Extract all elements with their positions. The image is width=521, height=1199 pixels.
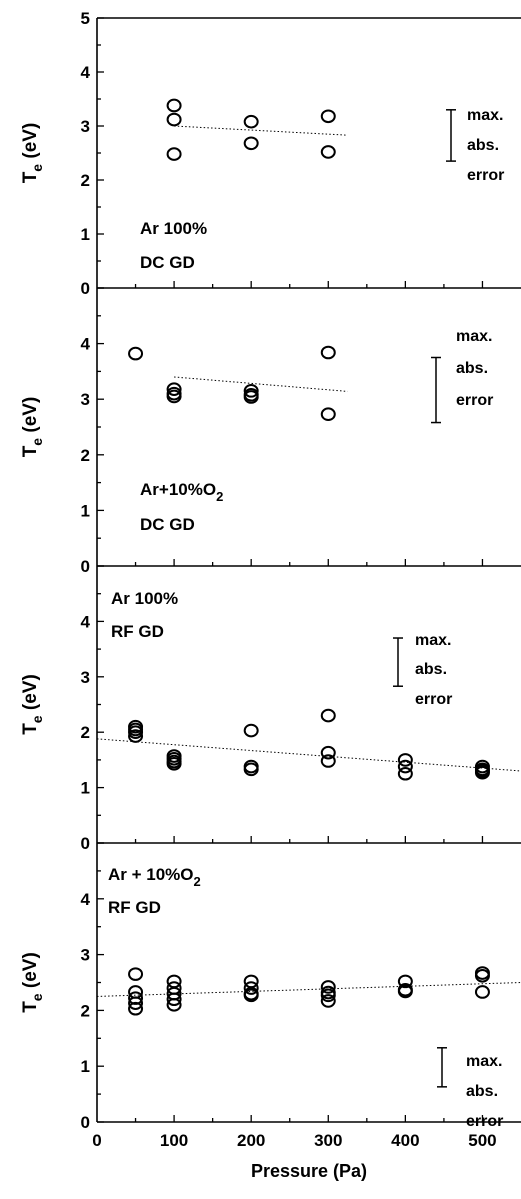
panel-3-error-bar-label: abs. (415, 661, 447, 678)
panel-4-data-point (397, 984, 413, 999)
panel-4-xtick-label: 100 (160, 1131, 188, 1150)
panel-1-panel-label: Ar 100% (140, 219, 207, 238)
panel-2-data-point (166, 389, 182, 404)
panel-4-data-point (243, 988, 259, 1003)
panel-1-ytick-label: 2 (81, 171, 90, 190)
panel-3-ytick-label: 4 (81, 612, 91, 631)
panel-1-y-axis-label: Te (eV) (20, 123, 45, 184)
panel-3-data-point (243, 723, 259, 738)
panel-2-data-point (243, 384, 259, 398)
panel-1-error-bar-label: max. (467, 107, 503, 124)
panel-4-panel-label-source: RF GD (108, 898, 161, 917)
panel-1-error-bar-label: abs. (467, 137, 499, 154)
panel-3-data-point (474, 765, 490, 780)
panel-3-ytick-label: 2 (81, 723, 90, 742)
panel-4-error-bar-label: error (466, 1113, 503, 1130)
panel-4-xtick-label: 0 (92, 1131, 101, 1150)
panel-4-data-point (397, 974, 413, 989)
panel-4-data-point (128, 996, 144, 1010)
panel-4-fit-line (96, 982, 521, 997)
panel-2-panel-label: Ar+10%O2 (140, 480, 223, 504)
panel-3-error-bar-label: max. (415, 632, 451, 649)
panel-3-error-bar-label: error (415, 691, 452, 708)
panel-4-data-point (128, 967, 144, 981)
panel-3-data-point (397, 753, 413, 767)
panel-2-error-bar-label: error (456, 392, 493, 409)
panel-4-ytick-label: 0 (81, 1113, 90, 1132)
panel-1-ytick-label: 5 (81, 9, 90, 28)
panel-2-ytick-label: 0 (81, 557, 90, 576)
panel-3-ytick-label: 1 (81, 779, 90, 798)
panel-4-xtick-label: 200 (237, 1131, 265, 1150)
panel-4-ytick-label: 4 (81, 890, 91, 909)
panel-4-data-point (128, 1001, 144, 1016)
panel-2-data-point (243, 390, 259, 404)
panel-4-data-point (320, 980, 336, 994)
panel-2-data-point (128, 346, 144, 361)
panel-2-panel-label-source: DC GD (140, 515, 195, 534)
panel-4-x-axis-label: Pressure (Pa) (251, 1161, 367, 1181)
panel-4-error-bar-label: max. (466, 1053, 502, 1070)
panel-3-y-axis-label: Te (eV) (20, 674, 45, 735)
panel-4-y-axis-label: Te (eV) (20, 952, 45, 1013)
panel-3-data-point (128, 729, 144, 743)
panel-2-data-point (320, 345, 336, 360)
panel-4-xtick-label: 400 (391, 1131, 419, 1150)
panel-3-data-point (320, 708, 336, 723)
panel-1-data-point (320, 109, 336, 124)
panel-2-error-bar-label: max. (456, 328, 492, 345)
panel-3-data-point (397, 766, 413, 781)
panel-3-fit-line (96, 738, 521, 772)
panel-3-panel-label-source: RF GD (111, 622, 164, 641)
panel-4-panel-label: Ar + 10%O2 (108, 865, 201, 889)
panel-3-ytick-label: 0 (81, 834, 90, 853)
panel-3-ytick-label: 3 (81, 668, 90, 687)
panel-4-ytick-label: 3 (81, 946, 90, 965)
panel-2-ytick-label: 4 (81, 335, 91, 354)
panel-2-ytick-label: 1 (81, 501, 90, 520)
panel-2-data-point (320, 407, 336, 422)
panel-4-xtick-label: 300 (314, 1131, 342, 1150)
panel-3-data-point (320, 754, 336, 768)
panel-2-y-axis-label: Te (eV) (20, 397, 45, 458)
panel-1-error-bar-label: error (467, 167, 504, 184)
panel-1-data-point (243, 136, 259, 151)
panel-4-data-point (166, 998, 182, 1012)
panel-4-ytick-label: 1 (81, 1057, 90, 1076)
panel-1-ytick-label: 1 (81, 225, 90, 244)
panel-2-ytick-label: 3 (81, 390, 90, 409)
panel-1-data-point (320, 145, 336, 159)
panel-2-fit-line (174, 376, 348, 392)
panel-4-data-point (243, 981, 259, 995)
panel-4-data-point (320, 988, 336, 1003)
panel-3-data-point (166, 756, 182, 771)
panel-4-data-point (320, 994, 336, 1008)
panel-3-data-point (243, 762, 259, 777)
panel-4-xtick-label: 500 (468, 1131, 496, 1150)
panel-4-data-point (474, 969, 490, 983)
panel-1-ytick-label: 4 (81, 63, 91, 82)
panel-1-ytick-label: 0 (81, 279, 90, 298)
panel-2-error-bar-label: abs. (456, 360, 488, 377)
panel-3-panel-label: Ar 100% (111, 589, 178, 608)
panel-4-data-point (474, 985, 490, 999)
panel-1-data-point (243, 114, 259, 129)
panel-4-error-bar-label: abs. (466, 1083, 498, 1100)
panel-1-fit-line (174, 125, 348, 136)
panel-3-data-point (397, 759, 413, 774)
panel-1-data-point (166, 147, 182, 161)
panel-1-panel-label-source: DC GD (140, 253, 195, 272)
panel-3-data-point (320, 745, 336, 760)
panel-1-ytick-label: 3 (81, 117, 90, 136)
panel-1-data-point (166, 98, 182, 113)
panel-3-data-point (128, 725, 144, 740)
panel-2-data-point (166, 382, 182, 396)
panel-2-ytick-label: 2 (81, 446, 90, 465)
panel-4-ytick-label: 2 (81, 1001, 90, 1020)
panel-4-data-point (166, 992, 182, 1007)
panel-1-data-point (166, 112, 182, 127)
